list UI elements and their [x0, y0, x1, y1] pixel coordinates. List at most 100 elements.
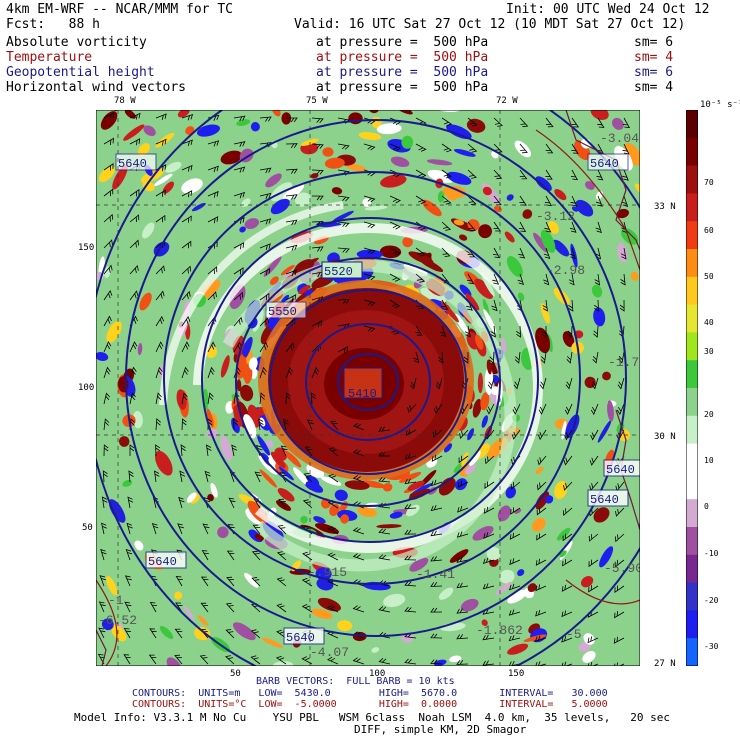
wind-barb — [456, 582, 469, 589]
wind-barb — [128, 470, 134, 483]
wind-barb — [151, 522, 159, 535]
wind-barb — [285, 168, 298, 174]
wind-barb — [181, 139, 193, 147]
vorticity-blob — [360, 480, 386, 489]
wind-barb — [596, 195, 603, 207]
wind-barb — [352, 527, 365, 535]
wind-barb — [155, 113, 167, 120]
vorticity-blob — [535, 491, 550, 510]
wind-barb — [456, 556, 469, 563]
wind-barb — [620, 273, 626, 286]
wind-barb — [327, 604, 339, 613]
wind-barb — [415, 325, 423, 336]
wind-barb — [155, 265, 165, 275]
wind-barb — [302, 499, 313, 509]
x-tick-50: 50 — [230, 669, 241, 679]
height-label: 5640 — [590, 493, 619, 507]
wind-barb — [280, 445, 288, 457]
vorticity-blob — [283, 450, 302, 468]
lat-label-27n: 27 N — [654, 659, 676, 669]
vorticity-blob — [597, 419, 612, 443]
wind-barb — [589, 455, 599, 466]
vorticity-blob — [233, 405, 243, 427]
wind-barb — [155, 214, 166, 223]
vorticity-blob — [278, 466, 294, 481]
wind-barb — [484, 481, 495, 489]
y-tick-150: 150 — [78, 243, 95, 253]
wind-barb — [129, 444, 135, 456]
wind-barb — [276, 551, 287, 561]
wind-barb — [595, 221, 602, 234]
wind-barb — [276, 629, 287, 639]
wind-barb — [225, 602, 235, 613]
vorticity-blob — [210, 482, 218, 498]
wind-barb — [103, 392, 110, 405]
colorbar-label: -20 — [704, 596, 719, 605]
wind-barb — [103, 239, 113, 249]
wind-barb — [482, 583, 495, 590]
vorticity-blob — [272, 110, 281, 117]
wind-barb — [207, 291, 217, 301]
wind-barb — [404, 606, 417, 613]
field-name-height: Geopotential height — [6, 65, 155, 80]
wind-barb — [181, 240, 192, 249]
wind-barb — [493, 117, 503, 127]
vorticity-blob — [244, 572, 259, 588]
vorticity-blob — [467, 219, 480, 231]
wind-barb — [103, 444, 109, 457]
vorticity-blob — [118, 436, 130, 447]
wind-barb — [200, 576, 209, 587]
wind-barb — [175, 602, 183, 613]
wind-barb — [435, 377, 443, 390]
wind-barb — [302, 551, 313, 561]
wind-barb — [228, 497, 236, 509]
vorticity-blob — [593, 507, 610, 523]
vorticity-blob — [544, 495, 554, 504]
vorticity-blob — [454, 313, 469, 335]
wind-barb — [464, 325, 471, 338]
wind-barb — [614, 611, 625, 619]
wind-barb — [103, 112, 115, 120]
wind-barb — [519, 143, 528, 154]
wind-barb — [202, 523, 210, 535]
wind-barb — [466, 273, 475, 284]
wind-barb — [153, 470, 160, 483]
vorticity-blob — [557, 527, 571, 541]
vorticity-blob — [277, 488, 295, 502]
wind-barb — [352, 605, 365, 613]
vorticity-blob — [478, 224, 493, 239]
wind-barb — [389, 299, 401, 309]
wind-barb — [590, 403, 599, 416]
vorticity-blob — [376, 524, 402, 529]
wind-barb — [441, 247, 451, 257]
vorticity-blob — [134, 540, 144, 551]
wind-barb — [597, 117, 605, 128]
wind-barb — [562, 559, 573, 567]
colorbar-segment — [686, 165, 698, 194]
colorbar-label: -30 — [704, 642, 719, 651]
wind-barb — [570, 195, 578, 207]
wind-barb — [352, 422, 365, 431]
wind-barb — [181, 316, 191, 327]
vorticity-blob — [236, 379, 242, 392]
wind-barb — [363, 273, 376, 281]
wind-barb — [564, 429, 573, 441]
wind-barb — [311, 117, 324, 124]
wind-barb — [541, 325, 547, 338]
wind-barb — [285, 294, 297, 302]
temperature-label: -5 — [566, 627, 582, 642]
wind-barb — [327, 656, 339, 665]
wind-barb — [467, 143, 478, 153]
wind-barb — [616, 403, 625, 416]
vorticity-blob — [426, 159, 453, 166]
wind-barb — [259, 392, 266, 405]
wind-barb — [404, 529, 417, 535]
wind-barb — [519, 117, 529, 128]
vorticity-blob — [531, 517, 546, 532]
wind-barb — [311, 320, 323, 328]
vorticity-blob — [540, 229, 556, 253]
wind-barb — [177, 523, 184, 535]
vorticity-blob — [399, 471, 422, 483]
vorticity-blob — [483, 309, 497, 334]
wind-barb — [508, 609, 521, 616]
